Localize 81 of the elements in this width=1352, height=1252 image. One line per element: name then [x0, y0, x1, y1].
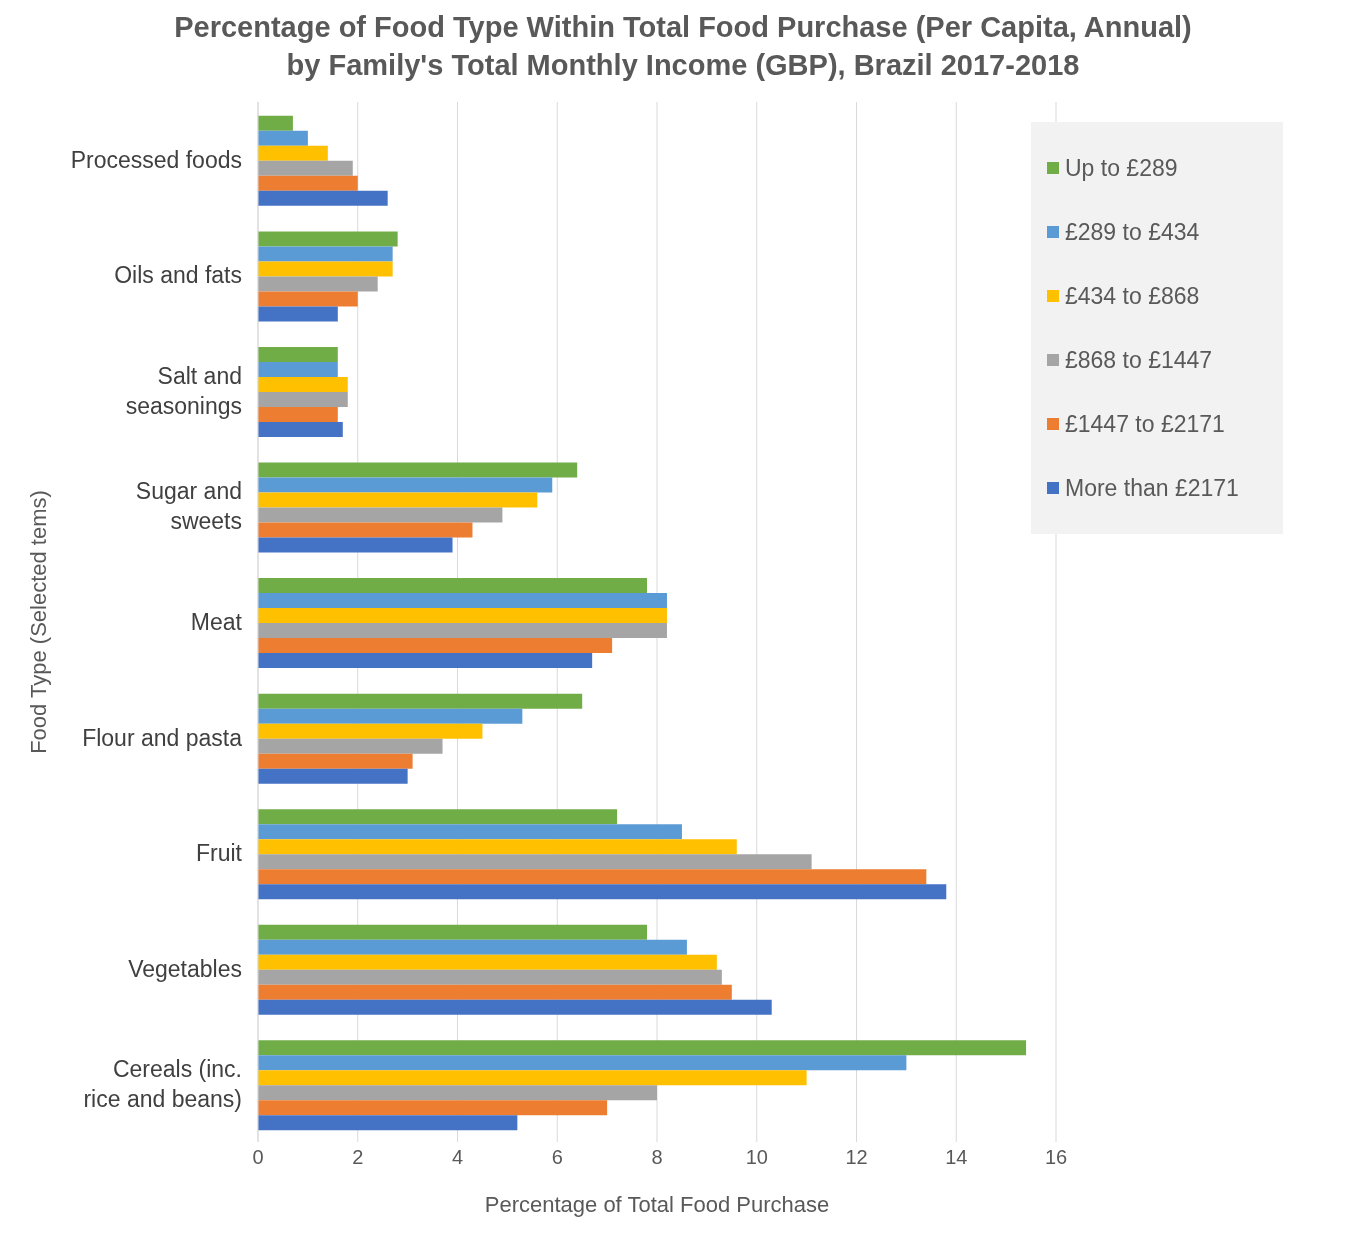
bar [258, 291, 358, 307]
bar [258, 522, 473, 538]
bar [258, 578, 648, 594]
bar [258, 246, 393, 262]
x-tick-label: 12 [845, 1146, 868, 1169]
bar [258, 884, 947, 900]
legend-label: £434 to £868 [1065, 282, 1200, 310]
legend-label: £1447 to £2171 [1065, 410, 1225, 438]
x-tick-label: 14 [945, 1146, 968, 1169]
y-tick-label: Meat [190, 609, 243, 635]
bar [258, 954, 717, 970]
bar [258, 261, 393, 277]
bar [258, 421, 343, 437]
bar [258, 839, 737, 855]
y-tick-label: Oils and fats [114, 262, 242, 289]
bar [258, 999, 772, 1015]
bar [258, 608, 667, 624]
bar [258, 406, 338, 422]
bar [258, 306, 338, 322]
bar [258, 593, 667, 609]
y-tick-label: Vegetables [128, 955, 242, 982]
legend-label: Up to £289 [1065, 154, 1178, 182]
bar [258, 924, 648, 940]
bar [258, 693, 583, 709]
bar [258, 638, 613, 654]
bar [258, 1040, 1027, 1056]
bar [258, 507, 503, 523]
bar [258, 276, 378, 292]
bar [258, 537, 453, 553]
y-tick-label: Fruit [196, 840, 243, 867]
y-tick-label: Flour and pasta [82, 724, 243, 751]
x-tick-label: 8 [651, 1146, 663, 1169]
bar [258, 346, 338, 362]
legend-label: £289 to £434 [1065, 218, 1200, 246]
x-tick-label: 4 [451, 1146, 464, 1169]
bar [258, 653, 593, 669]
bar [258, 723, 483, 739]
bar [258, 869, 927, 885]
x-tick-label: 16 [1044, 1146, 1068, 1169]
bar [258, 190, 388, 206]
y-tick-label: Salt and seasonings [125, 362, 242, 419]
x-axis-title: Percentage of Total Food Purchase [484, 1192, 830, 1217]
legend-label: £868 to £1447 [1065, 346, 1213, 374]
bar [258, 768, 408, 784]
y-axis-title: Food Type (Selected tems) [25, 490, 51, 754]
y-tick-label: Sugar and sweets [135, 478, 242, 535]
x-tick-label: 10 [745, 1146, 768, 1169]
bar [258, 477, 553, 493]
bar [258, 462, 578, 478]
bar [258, 824, 682, 840]
bar [258, 391, 348, 407]
bar [258, 1085, 657, 1101]
bar [258, 854, 812, 870]
bar [258, 1055, 907, 1071]
bar [258, 623, 667, 639]
bar [258, 115, 293, 131]
bar [258, 1115, 518, 1131]
bar [258, 492, 538, 508]
bar [258, 361, 338, 377]
bar [258, 175, 358, 191]
bar [258, 738, 443, 754]
bar [258, 753, 413, 769]
bar [258, 1100, 608, 1116]
bar [258, 376, 348, 392]
bar [258, 809, 618, 825]
bar [258, 231, 398, 247]
bar [258, 984, 732, 1000]
bar [258, 130, 308, 146]
y-tick-label: Cereals (inc. rice and beans) [83, 1056, 242, 1113]
x-tick-label: 0 [252, 1146, 264, 1169]
bar [258, 939, 687, 955]
bar [258, 708, 523, 724]
bar [258, 969, 722, 985]
x-tick-label: 2 [352, 1146, 364, 1169]
bar [258, 145, 328, 161]
bar [258, 1070, 807, 1086]
bar [258, 160, 353, 176]
y-tick-label: Processed foods [70, 146, 242, 173]
x-tick-label: 6 [551, 1146, 563, 1169]
legend-label: More than £2171 [1065, 474, 1239, 502]
chart-title: Percentage of Food Type Within Total Food Purchase (Per Capita, Annual) by Family's Total Monthly Income (GBP), Brazil 2017-2018 [173, 10, 1193, 83]
